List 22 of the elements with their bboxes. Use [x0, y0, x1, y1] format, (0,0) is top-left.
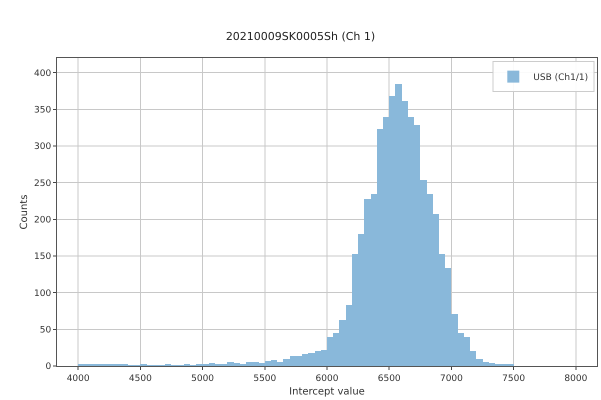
y-tick-label: 400 [34, 68, 52, 79]
y-tick-label: 200 [34, 215, 52, 226]
y-axis-title: Counts [19, 194, 30, 230]
y-tick-label: 300 [34, 142, 52, 152]
x-axis-title: Intercept value [289, 386, 365, 398]
x-tick-label: 4500 [128, 374, 152, 384]
x-tick-label: 7500 [502, 374, 526, 384]
x-tick-label: 6500 [378, 374, 401, 384]
y-tick-label: 250 [34, 178, 52, 189]
legend-label: USB (Ch1/1) [533, 73, 588, 84]
x-tick-label: 5000 [191, 374, 214, 384]
chart-title: 20210009SK0005Sh (Ch 1) [226, 30, 376, 43]
x-tick-label: 7000 [440, 374, 464, 384]
y-tick-label: 0 [45, 362, 52, 372]
y-tick-label: 50 [40, 325, 52, 336]
x-tick-label: 5500 [253, 374, 277, 384]
x-tick-label: 6000 [316, 374, 339, 384]
y-tick-label: 100 [34, 288, 52, 299]
x-tick-label: 8000 [564, 374, 588, 384]
y-tick-label: 350 [34, 105, 52, 116]
y-tick-label: 150 [34, 252, 52, 262]
x-tick-label: 4000 [66, 374, 90, 384]
